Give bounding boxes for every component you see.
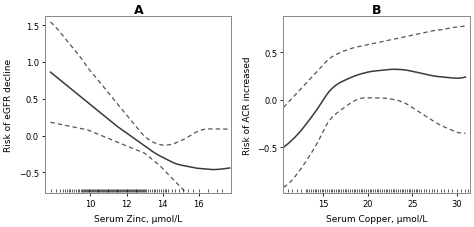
Title: B: B — [372, 4, 382, 17]
X-axis label: Serum Zinc, μmol/L: Serum Zinc, μmol/L — [94, 214, 182, 223]
Y-axis label: Risk of eGFR decline: Risk of eGFR decline — [4, 59, 13, 151]
Title: A: A — [134, 4, 143, 17]
X-axis label: Serum Copper, μmol/L: Serum Copper, μmol/L — [326, 214, 428, 223]
Y-axis label: Risk of ACR increased: Risk of ACR increased — [243, 56, 252, 154]
